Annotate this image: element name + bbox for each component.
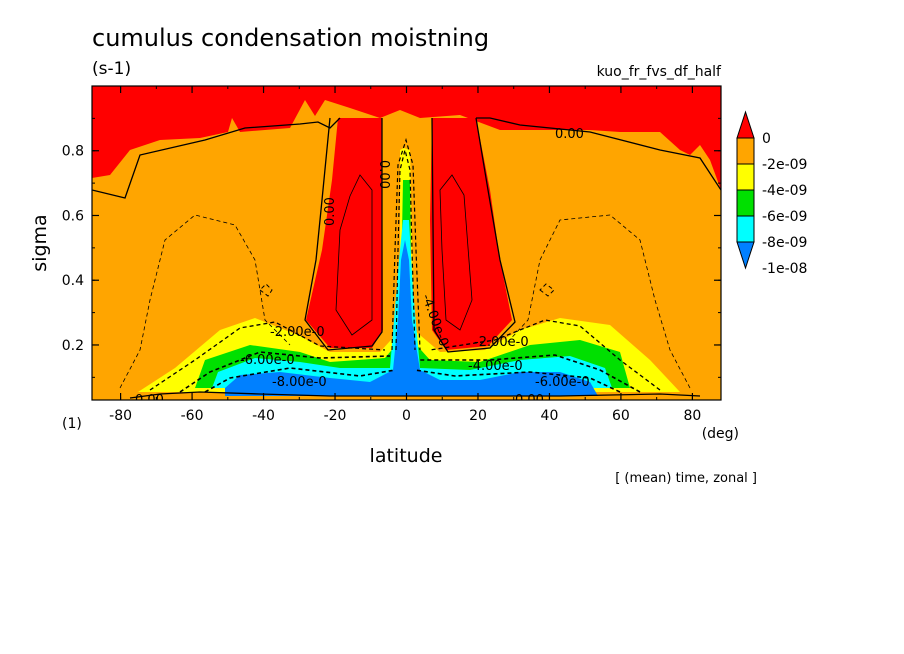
y-tick-label: 0.2 [62,338,84,354]
x-axis-label: latitude [370,445,443,467]
x-axis: -80 -60 -40 -20 0 20 40 60 80 [109,86,701,424]
contour-label: 0.00 [323,197,338,226]
y-axis-unit: (1) [62,416,82,432]
plot-area: 0.00 0.00 0.00 0.00 0.00 -2.00e-0 -2.00e… [92,86,721,408]
x-tick-label: 0 [402,408,411,424]
x-tick-label: 20 [469,408,487,424]
y-tick-label: 0.8 [62,144,84,160]
colorbar-swatch [736,241,755,270]
x-tick-label: 60 [612,408,630,424]
contour-fill-cyan [212,220,612,388]
colorbar: 0 -2e-09 -4e-09 -6e-09 -8e-09 -1e-08 [736,110,807,277]
y-axis-label: sigma [29,214,51,271]
contour-fill-red-right [430,118,512,350]
colorbar-label: -8e-09 [762,235,807,251]
y-axis: 0.2 0.4 0.6 0.8 [62,117,721,378]
contour-label: 0.00 [555,127,584,142]
zero-contours [92,117,721,399]
y-tick-label: 0.6 [62,208,84,224]
contour-label: 0.00 [135,393,164,408]
chart-title: cumulus condensation moistning [92,24,489,52]
contour-label: 0.00 [515,393,544,408]
footer-note: [ (mean) time, zonal ] [615,471,757,486]
contour-fill-red-top [92,86,721,190]
dashed-contours [119,137,691,393]
units-label: (s-1) [92,59,131,79]
y-tick-label: 0.4 [62,273,84,289]
x-axis-unit: (deg) [702,426,739,442]
colorbar-label: -6e-09 [762,209,807,225]
x-tick-label: -40 [252,408,275,424]
x-tick-label: -20 [324,408,347,424]
contour-label: -8.00e-0 [272,375,327,390]
colorbar-label: 0 [762,131,771,147]
colorbar-swatch [736,163,755,191]
contour-label: -2.00e-0 [474,335,529,350]
run-label: kuo_fr_fvs_df_half [597,64,722,80]
contour-label: -6.00e-0 [535,375,590,390]
contour-label: -6.00e-0 [240,353,295,368]
contour-label: 0.00 [376,160,391,189]
x-tick-label: 80 [683,408,701,424]
colorbar-label: -4e-09 [762,183,807,199]
x-tick-label: 40 [541,408,559,424]
colorbar-swatch [736,215,755,243]
x-tick-label: -60 [181,408,204,424]
colorbar-swatch [736,189,755,217]
x-tick-label: -80 [109,408,132,424]
colorbar-label: -2e-09 [762,157,807,173]
contour-label: -4.00e-0 [468,359,523,374]
contour-fill-blue [225,240,598,396]
colorbar-swatch [736,110,755,139]
colorbar-swatch [736,137,755,165]
contour-fill-red-left [306,118,383,348]
colorbar-label: -1e-08 [762,261,807,277]
contour-label: -2.00e-0 [270,325,325,340]
